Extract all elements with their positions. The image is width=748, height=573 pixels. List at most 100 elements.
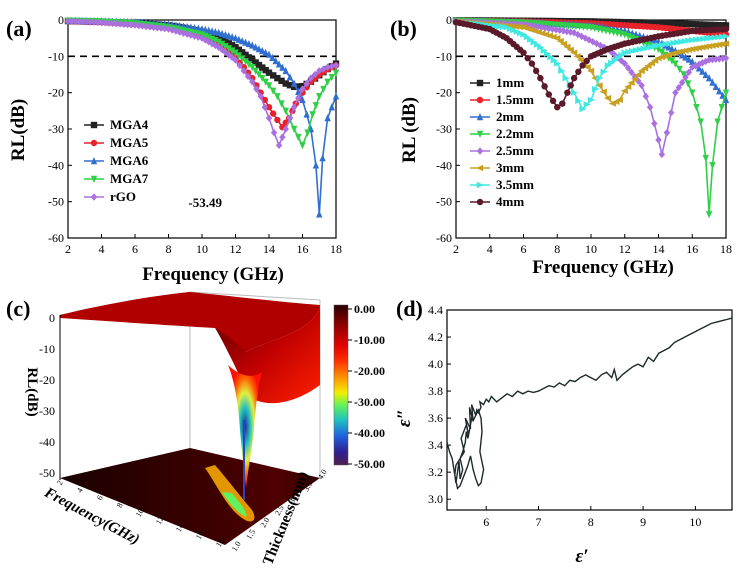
data-point-MGA4 <box>228 42 236 49</box>
data-point-3mm <box>708 42 716 49</box>
data-point-1mm <box>719 22 726 29</box>
data-point-1mm <box>722 22 730 29</box>
x-tick-label: 6 <box>132 242 138 256</box>
x-tick-label-c: 6 <box>95 494 105 502</box>
x-axis-label-d: ε′ <box>575 546 588 567</box>
data-point-rGO <box>131 21 139 29</box>
data-point-MGA4 <box>252 59 259 66</box>
x-tick-label-d: 9 <box>640 515 646 529</box>
data-point-MGA7 <box>324 78 331 86</box>
y-tick-label-c: 3.5 <box>302 480 315 493</box>
data-point-MGA4 <box>235 46 243 53</box>
legend-label: 2.5mm <box>496 143 534 158</box>
data-point-2mm <box>705 74 713 82</box>
data-point-3mm <box>620 87 628 95</box>
min-annotation-a: -53.49 <box>188 195 222 210</box>
data-point-MGA7 <box>265 82 273 90</box>
data-point-MGA6 <box>290 79 298 87</box>
data-point-rGO <box>68 17 75 25</box>
data-point-2.5mm <box>651 119 658 128</box>
legend-label: 3mm <box>496 160 524 175</box>
plot-area-d: 6 7 8 9 10 3.0 3.2 3.4 3.6 3.8 4.0 4.2 4.4 <box>428 303 733 529</box>
data-point-MGA4 <box>255 61 263 69</box>
y-tick-label-d: 3.8 <box>428 384 443 398</box>
data-point-2.2mm <box>693 104 700 112</box>
x-tick-label-c: 10 <box>134 507 146 518</box>
x-ticks-c: 2 4 6 8 10 12 14 16 18 <box>55 479 226 549</box>
y-tick-label-d: 3.0 <box>428 492 443 506</box>
legend-label: rGO <box>110 189 136 204</box>
y-tick-label: -40 <box>48 158 64 172</box>
data-point-rGO <box>232 56 239 64</box>
data-point-3.5mm <box>651 43 659 50</box>
data-point-3.5mm <box>655 42 663 49</box>
data-point-MGA4 <box>242 51 249 59</box>
data-point-MGA7 <box>299 142 306 150</box>
data-point-MGA6 <box>259 46 266 55</box>
data-point-rGO <box>279 133 286 141</box>
data-point-2.5mm <box>552 26 560 34</box>
data-point-rGO <box>72 17 79 26</box>
data-point-2mm <box>712 82 720 91</box>
data-point-3.5mm <box>662 41 670 48</box>
y-tick-label: -60 <box>48 231 64 245</box>
data-point-3.5mm <box>575 97 583 105</box>
data-point-1mm <box>662 19 670 27</box>
colorbar-ticks-c: 0.00 -10.00 -20.00 -30.00 -40.00 -50.00 <box>348 302 385 471</box>
data-point-3.5mm <box>596 74 604 82</box>
data-point-2.2mm <box>722 89 730 97</box>
data-point-rGO <box>282 125 289 133</box>
floor-minimum-core <box>222 492 247 517</box>
data-point-MGA6 <box>286 73 294 81</box>
data-point-rGO <box>261 103 269 111</box>
x-tick-label: 2 <box>453 242 459 256</box>
data-point-MGA4 <box>245 54 253 61</box>
data-point-3.5mm <box>632 47 640 54</box>
legend-marker <box>476 181 484 189</box>
data-point-3mm <box>583 64 591 71</box>
data-point-MGA4 <box>232 44 239 51</box>
x-tick-label: 10 <box>196 242 208 256</box>
data-point-MGA4 <box>262 66 269 74</box>
data-point-MGA6 <box>249 41 256 49</box>
data-point-3mm <box>641 65 649 72</box>
data-point-2.2mm <box>702 154 709 163</box>
data-point-1mm <box>674 20 681 27</box>
data-point-3.5mm <box>621 49 629 56</box>
data-point-rGO <box>157 24 165 32</box>
data-point-3.5mm <box>689 36 697 44</box>
data-point-rGO <box>286 114 294 122</box>
y-tick-label: -30 <box>436 122 452 136</box>
data-point-4mm <box>528 60 536 67</box>
data-point-2.5mm <box>638 81 645 90</box>
data-point-rGO <box>236 61 243 70</box>
data-point-rGO <box>64 17 72 25</box>
data-point-MGA6 <box>332 92 340 100</box>
data-point-4mm <box>549 97 557 105</box>
data-point-3.5mm <box>600 68 608 75</box>
legend-label: 2mm <box>496 109 524 124</box>
z-tick-label: -50 <box>39 466 55 480</box>
y-tick-label-d: 4.4 <box>428 303 443 317</box>
colorbar-c <box>333 304 349 466</box>
data-point-rGO <box>332 61 340 70</box>
data-point-2.5mm <box>531 22 538 30</box>
data-point-MGA4 <box>290 83 298 91</box>
data-point-MGA6 <box>272 57 279 65</box>
y-ticks-c: 1.01.52.02.53.03.54.0 <box>230 468 329 553</box>
legend-label: 2.2mm <box>496 126 534 141</box>
data-point-3.5mm <box>547 53 555 61</box>
colorbar-tick-label: -40.00 <box>354 426 385 440</box>
data-point-MGA6 <box>255 45 263 53</box>
data-point-2.2mm <box>718 104 725 112</box>
data-point-MGA4 <box>286 82 294 89</box>
data-point-3.5mm <box>629 47 637 55</box>
data-point-3.5mm <box>550 57 558 64</box>
data-point-MGA4 <box>212 33 219 40</box>
data-point-1mm <box>625 19 632 26</box>
data-point-MGA6 <box>275 60 283 68</box>
legend-marker <box>90 121 98 129</box>
data-point-3.5mm <box>647 43 655 51</box>
data-point-3.5mm <box>636 46 644 53</box>
